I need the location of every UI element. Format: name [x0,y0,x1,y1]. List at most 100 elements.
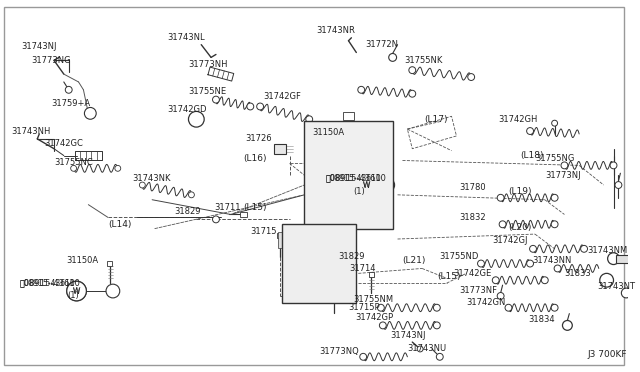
Text: (L14): (L14) [108,220,131,229]
Text: Ⓦ08915-43610: Ⓦ08915-43610 [326,174,387,183]
Circle shape [409,90,416,97]
Text: 31759+A: 31759+A [51,99,90,108]
Bar [108,261,113,266]
Circle shape [333,170,344,180]
Bar [627,289,639,296]
Circle shape [580,246,588,252]
Text: 31742GP: 31742GP [355,313,394,322]
Text: 31715: 31715 [250,227,277,235]
Circle shape [554,265,561,272]
Circle shape [188,111,204,127]
Circle shape [527,260,534,267]
Circle shape [527,128,534,134]
Circle shape [67,281,86,301]
Circle shape [188,192,195,198]
Text: 31150A: 31150A [67,256,99,265]
Text: 31755NG: 31755NG [535,154,574,163]
Text: Ⓦ08915-43610: Ⓦ08915-43610 [20,279,81,288]
Circle shape [368,170,378,180]
Text: (1): (1) [67,291,79,301]
Circle shape [315,279,323,287]
Bar [338,138,343,143]
Text: (L20): (L20) [509,223,532,232]
Text: (L15): (L15) [437,272,460,281]
Circle shape [378,304,384,311]
Circle shape [497,194,504,201]
Text: W: W [362,180,370,189]
Circle shape [610,162,617,169]
Circle shape [115,166,121,171]
Circle shape [368,146,378,155]
Text: (L19): (L19) [509,187,532,196]
Circle shape [529,246,536,252]
Circle shape [380,322,387,329]
Text: 31743NN: 31743NN [532,256,572,265]
Circle shape [356,175,376,195]
Text: (L17): (L17) [424,115,447,124]
Circle shape [319,195,329,205]
Circle shape [319,170,329,180]
Circle shape [436,353,444,360]
Circle shape [551,221,558,228]
Circle shape [212,96,220,103]
Circle shape [551,194,558,201]
Text: 31742GD: 31742GD [167,105,206,114]
Circle shape [319,146,329,155]
Circle shape [335,279,342,287]
Circle shape [212,216,220,223]
Text: 31773NG: 31773NG [31,56,71,65]
Circle shape [360,353,367,360]
Circle shape [433,304,440,311]
Bar [282,224,356,303]
Text: Ⓦ08915-43610: Ⓦ08915-43610 [20,279,76,288]
Circle shape [70,166,77,171]
Circle shape [607,253,620,264]
Text: 31755NE: 31755NE [188,87,227,96]
Text: 31742GH: 31742GH [499,115,538,124]
Circle shape [106,284,120,298]
Circle shape [315,260,323,267]
Text: 31714: 31714 [349,264,376,273]
Circle shape [492,277,499,284]
Text: 31834: 31834 [528,315,555,324]
Circle shape [353,170,364,180]
Circle shape [353,195,364,205]
Circle shape [477,260,484,267]
Circle shape [333,195,344,205]
Circle shape [257,103,264,110]
Text: 31743NH: 31743NH [12,126,51,135]
Text: 31742GE: 31742GE [454,269,492,278]
Text: 31772N: 31772N [365,40,398,49]
Circle shape [368,195,378,205]
Circle shape [333,146,344,155]
Bar [616,255,630,263]
Text: 31829: 31829 [175,207,201,216]
Circle shape [140,182,145,188]
Bar [315,134,323,148]
Text: 31755NC: 31755NC [54,158,93,167]
Text: 31755NK: 31755NK [404,56,443,65]
Text: 31743NM: 31743NM [587,246,627,255]
Circle shape [433,322,440,329]
Circle shape [552,120,557,126]
Text: 31773NJ: 31773NJ [545,171,580,180]
Text: W: W [363,182,369,188]
Text: 31743NU: 31743NU [408,344,447,353]
Text: Ⓦ08915-43610: Ⓦ08915-43610 [326,174,381,183]
Text: 31829: 31829 [339,252,365,261]
Circle shape [497,292,504,299]
Circle shape [600,273,614,287]
Text: 31742GC: 31742GC [44,139,83,148]
Bar [274,144,285,154]
Circle shape [84,108,96,119]
Circle shape [615,182,622,189]
Circle shape [388,54,397,61]
Text: 31743NK: 31743NK [132,174,171,183]
Bar [332,292,336,296]
Circle shape [335,260,342,267]
Text: 31150A: 31150A [312,128,344,138]
Text: 31743NT: 31743NT [597,282,635,291]
Text: 31715P: 31715P [348,303,380,312]
Circle shape [563,321,572,330]
Text: 31833: 31833 [564,269,591,278]
